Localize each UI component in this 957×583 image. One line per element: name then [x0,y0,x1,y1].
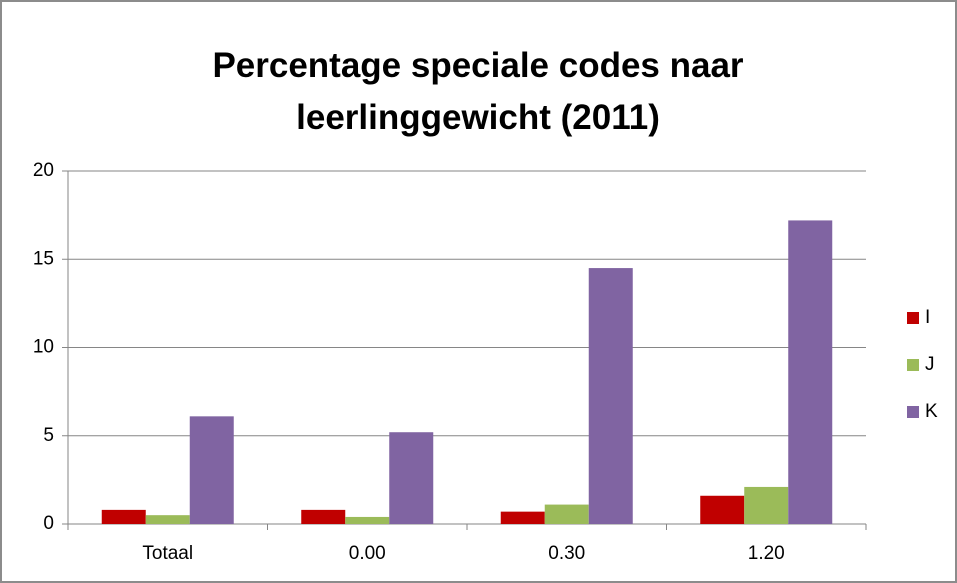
x-tick-label: 1.20 [748,543,785,564]
bar [588,268,633,524]
legend-label: I [925,307,930,328]
x-tick-label: 0.00 [349,543,386,564]
y-tick-label: 5 [43,425,54,446]
legend-swatch [907,406,919,418]
y-tick-label: 10 [33,337,54,358]
bar [345,516,390,524]
x-tick-label: Totaal [142,543,193,564]
legend-label: J [925,354,935,375]
y-tick-label: 20 [33,160,54,181]
bar [189,416,234,524]
bar [500,511,545,524]
bar [744,486,789,524]
y-tick-label: 0 [43,513,54,534]
legend-label: K [925,401,938,422]
bar [389,432,434,524]
bar [301,509,346,524]
bar [788,220,833,525]
legend-swatch [907,312,919,324]
chart-title: Percentage speciale codes naar leerlingg… [212,46,744,137]
bar [700,495,745,524]
legend-swatch [907,359,919,371]
y-tick-label: 15 [33,248,54,269]
x-tick-label: 0.30 [548,543,585,564]
bar [101,509,146,524]
bar [544,504,589,524]
bar [145,515,190,524]
